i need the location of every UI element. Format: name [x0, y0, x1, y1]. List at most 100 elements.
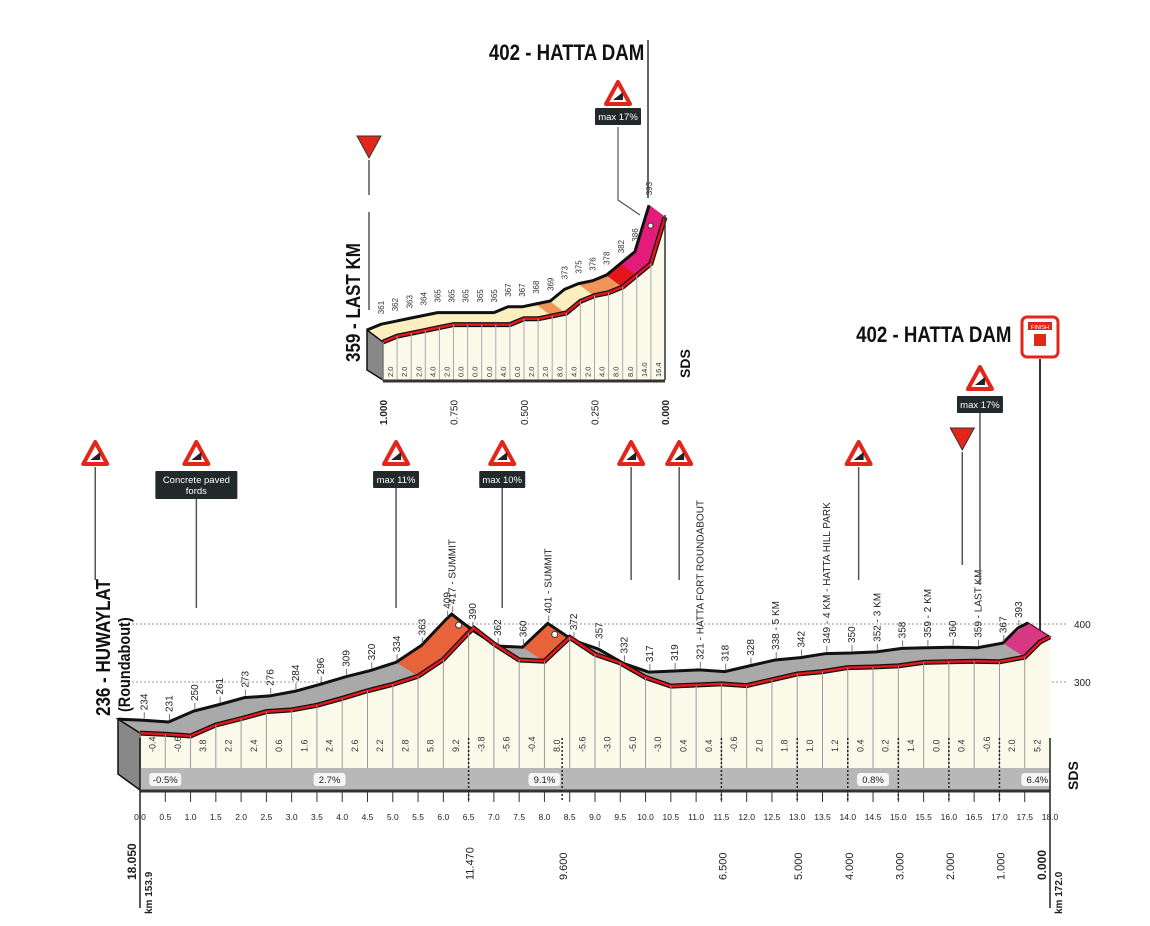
inset-top-line: [366, 204, 651, 332]
marker-label-9-box: [956, 396, 1003, 413]
slope-glyph-icon: [674, 452, 685, 460]
inset-gradient-label: 2.0: [527, 367, 536, 377]
x-tick-label: 13.5: [814, 812, 831, 822]
inset-elevation-label: 373: [560, 266, 569, 280]
segment-gradient-label: -3.0: [653, 736, 663, 752]
average-gradient-label: 2.7%: [319, 775, 341, 786]
inset-summit-marker-icon: [647, 222, 654, 229]
x-tick-label: 12.5: [764, 812, 781, 822]
warning-sign-9: [965, 365, 994, 391]
inset-x-tick-label: 1.000: [379, 400, 390, 425]
distance-to-go-label: 18.050: [125, 843, 139, 880]
inset-max-gradient-label-box: [595, 108, 641, 125]
warning-triangle-icon: [617, 440, 646, 466]
warning-sign-1: [81, 440, 110, 466]
warning-triangle-icon: [488, 440, 517, 466]
elevation-label: 338 - 5 KM: [771, 601, 782, 650]
inset-gradient-label: 2.0: [583, 367, 592, 377]
summit-marker-icon: [551, 630, 559, 638]
inset-gradient-label: 0.0: [513, 367, 522, 377]
marker-label-3: max 11%: [377, 475, 416, 486]
elevation-label: 362: [493, 619, 504, 636]
elevation-label: 276: [266, 669, 277, 686]
segment-gradient-label: 2.2: [223, 739, 233, 752]
elevation-label: 334: [392, 635, 403, 652]
average-gradient-band: [140, 768, 1050, 790]
average-gradient-box: [1021, 773, 1054, 786]
inset-gradient-label: 2.0: [386, 367, 395, 377]
inset-elevation-label: 378: [603, 251, 612, 265]
segment-gradient-label: 3.8: [198, 739, 208, 752]
inset-gradient-label: 4.0: [598, 367, 607, 377]
average-gradient-label: 0.8%: [862, 775, 884, 786]
marker-label-9: max 17%: [960, 400, 1000, 411]
x-tick-label: 9.5: [614, 812, 626, 822]
inset-elevation-label: 365: [448, 289, 457, 303]
elevation-label: 250: [190, 684, 201, 701]
inset-elevation-label: 386: [631, 228, 640, 242]
inset-elevation-label: 367: [504, 283, 513, 297]
warning-sign-4: [488, 440, 517, 466]
inset-elevation-label: 369: [546, 277, 555, 291]
distance-to-go-label: 5.000: [793, 852, 805, 880]
x-tick-label: 12.0: [738, 812, 755, 822]
inset-elevation-label: 375: [575, 260, 584, 274]
elevation-label: 273: [240, 671, 251, 688]
x-tick-label: 3.0: [286, 812, 298, 822]
inset-elevation-label: 361: [377, 300, 386, 314]
y-tick-label: 400: [1074, 620, 1091, 631]
x-tick-label: 2.5: [260, 812, 272, 822]
x-tick-label: 10.0: [637, 812, 654, 822]
segment-gradient-label: 2.2: [375, 739, 385, 752]
distance-to-go-label: 6.500: [717, 852, 729, 880]
x-tick-label: 10.5: [663, 812, 680, 822]
elevation-label: 321 - HATTA FORT ROUNDABOUT: [695, 500, 706, 660]
inset-finish-title: 402 - HATTA DAM: [489, 42, 644, 66]
inset-elevation-label: 362: [391, 297, 400, 311]
segment-gradient-label: 0.4: [678, 739, 688, 752]
x-tick-label: 11.5: [713, 812, 729, 822]
segment-gradient-label: -5.0: [628, 736, 638, 752]
segment-gradient-label: 1.4: [906, 739, 916, 752]
inset-warning-sign: [604, 80, 632, 106]
elevation-label: 363: [417, 618, 428, 635]
elevation-label: 367: [999, 616, 1010, 633]
segment-gradient-label: 2.0: [1007, 739, 1017, 752]
inset-gradient-label: 0.0: [485, 367, 494, 377]
average-gradient-box: [528, 773, 561, 786]
inset-elevation-label: 364: [419, 292, 428, 306]
average-gradient-label: 6.4%: [1027, 775, 1049, 786]
inset-elevation-label: 365: [462, 289, 471, 303]
warning-sign-5: [617, 440, 646, 466]
x-tick-label: 7.0: [488, 812, 500, 822]
x-tick-label: 4.5: [362, 812, 374, 822]
segment-gradient-label: 0.2: [881, 739, 891, 752]
segment-gradient-label: 0.4: [855, 739, 865, 752]
x-tick-label: 17.0: [991, 812, 1008, 822]
x-tick-label: 6.5: [463, 812, 475, 822]
slope-glyph-icon: [626, 452, 637, 460]
inset-gradient-label: 14.0: [640, 362, 649, 377]
x-tick-label: 8.5: [564, 812, 576, 822]
warning-triangle-icon: [182, 440, 211, 466]
x-tick-label: 9.0: [589, 812, 601, 822]
inset-elevation-label: 365: [490, 289, 499, 303]
distance-to-go-label: 2.000: [945, 852, 957, 880]
finish-post: [1034, 334, 1046, 346]
summit-marker-icon: [455, 621, 463, 629]
inset-gradient-label: 8.0: [555, 367, 564, 377]
elevation-label: 359 - LAST KM: [973, 570, 984, 638]
x-tick-label: 5.5: [412, 812, 424, 822]
inset-gradient-label: 8.0: [612, 367, 621, 377]
inset-gradient-label: 8.0: [626, 367, 635, 377]
x-tick-label: 16.0: [941, 812, 958, 822]
inset-gradient-label: 2.0: [400, 367, 409, 377]
elevation-label: 390: [468, 603, 479, 620]
segment-gradient-label: 2.0: [754, 739, 764, 752]
x-tick-label: 2.0: [235, 812, 247, 822]
elevation-label: 261: [215, 677, 226, 694]
inset-gradient-label: 4.0: [569, 367, 578, 377]
segment-gradient-label: 2.6: [350, 739, 360, 752]
elevation-label: 357: [594, 622, 605, 639]
